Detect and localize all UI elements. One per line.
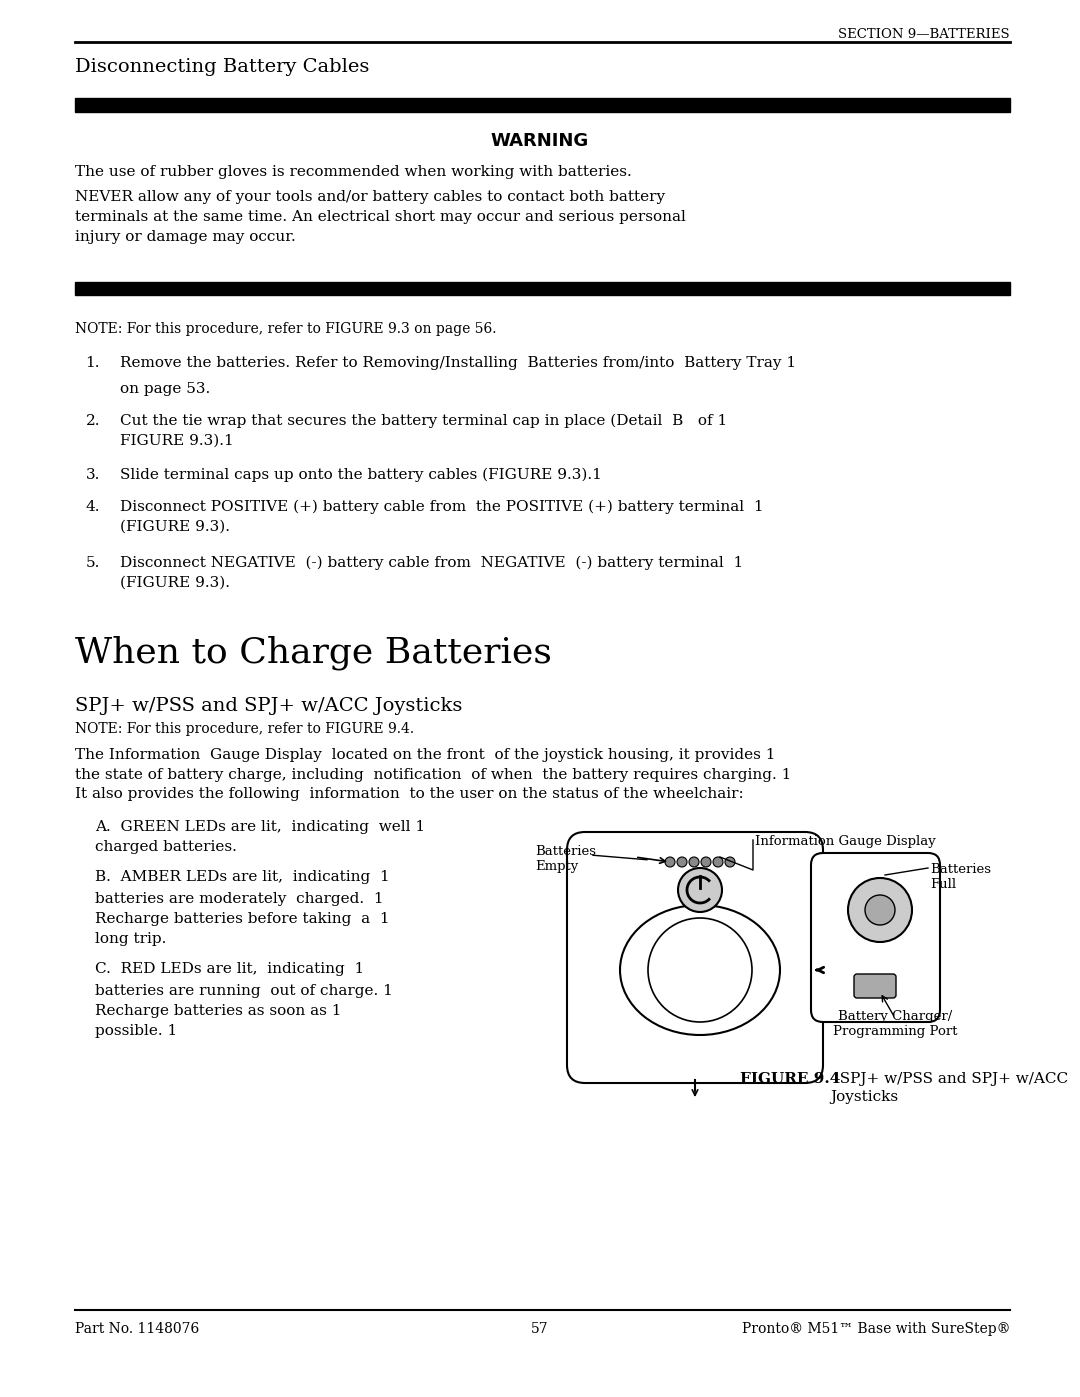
- Text: SPJ+ w/PSS and SPJ+ w/ACC Joysticks: SPJ+ w/PSS and SPJ+ w/ACC Joysticks: [75, 697, 462, 715]
- Text: long trip.: long trip.: [95, 932, 166, 946]
- Text: Information Gauge Display: Information Gauge Display: [755, 835, 935, 848]
- Text: batteries are running  out of charge. 1: batteries are running out of charge. 1: [95, 983, 393, 997]
- Text: Batteries
Full: Batteries Full: [930, 863, 991, 891]
- Text: The use of rubber gloves is recommended when working with batteries.: The use of rubber gloves is recommended …: [75, 165, 632, 179]
- Bar: [75, 98, 1010, 112]
- Text: Disconnecting Battery Cables: Disconnecting Battery Cables: [75, 59, 369, 75]
- Text: Batteries
Empty: Batteries Empty: [535, 845, 596, 873]
- Text: NEVER allow any of your tools and/or battery cables to contact both battery
term: NEVER allow any of your tools and/or bat…: [75, 190, 686, 244]
- Text: Recharge batteries as soon as 1: Recharge batteries as soon as 1: [95, 1004, 341, 1018]
- Text: C.  RED LEDs are lit,  indicating  1: C. RED LEDs are lit, indicating 1: [95, 963, 364, 977]
- Text: Part No. 1148076: Part No. 1148076: [75, 1322, 199, 1336]
- Text: 4.: 4.: [85, 500, 100, 514]
- Text: 2.: 2.: [85, 414, 100, 427]
- Circle shape: [713, 856, 723, 868]
- Text: 1.: 1.: [85, 356, 100, 370]
- Circle shape: [689, 856, 699, 868]
- Text: Recharge batteries before taking  a  1: Recharge batteries before taking a 1: [95, 912, 390, 926]
- Text: Pronto® M51™ Base with SureStep®: Pronto® M51™ Base with SureStep®: [742, 1322, 1010, 1336]
- Text: batteries are moderately  charged.  1: batteries are moderately charged. 1: [95, 893, 383, 907]
- Text: Battery Charger/
Programming Port: Battery Charger/ Programming Port: [833, 1010, 957, 1038]
- Circle shape: [678, 868, 723, 912]
- FancyBboxPatch shape: [567, 833, 823, 1083]
- Text: When to Charge Batteries: When to Charge Batteries: [75, 636, 552, 669]
- Text: B.  AMBER LEDs are lit,  indicating  1: B. AMBER LEDs are lit, indicating 1: [95, 870, 390, 884]
- Text: 57: 57: [531, 1322, 549, 1336]
- Text: SECTION 9—BATTERIES: SECTION 9—BATTERIES: [838, 28, 1010, 41]
- Text: SPJ+ w/PSS and SPJ+ w/ACC
Joysticks: SPJ+ w/PSS and SPJ+ w/ACC Joysticks: [831, 1071, 1068, 1105]
- Circle shape: [648, 918, 752, 1023]
- Circle shape: [677, 856, 687, 868]
- Bar: [75, 282, 1010, 295]
- Text: Remove the batteries. Refer to Removing/Installing  Batteries from/into  Battery: Remove the batteries. Refer to Removing/…: [120, 356, 796, 370]
- FancyBboxPatch shape: [854, 974, 896, 997]
- Text: 5.: 5.: [85, 556, 100, 570]
- Text: Cut the tie wrap that secures the battery terminal cap in place (Detail  B   of : Cut the tie wrap that secures the batter…: [120, 414, 727, 448]
- Circle shape: [848, 877, 912, 942]
- Text: on page 53.: on page 53.: [120, 381, 211, 395]
- Circle shape: [701, 856, 711, 868]
- Text: The Information  Gauge Display  located on the front  of the joystick housing, i: The Information Gauge Display located on…: [75, 747, 792, 800]
- Text: 3.: 3.: [85, 468, 100, 482]
- Ellipse shape: [620, 905, 780, 1035]
- Circle shape: [865, 895, 895, 925]
- Text: WARNING: WARNING: [491, 131, 589, 149]
- Text: possible. 1: possible. 1: [95, 1024, 177, 1038]
- FancyBboxPatch shape: [811, 854, 940, 1023]
- Text: charged batteries.: charged batteries.: [95, 840, 237, 854]
- Text: NOTE: For this procedure, refer to FIGURE 9.3 on page 56.: NOTE: For this procedure, refer to FIGUR…: [75, 321, 497, 337]
- Text: Disconnect NEGATIVE  (-) battery cable from  NEGATIVE  (-) battery terminal  1
(: Disconnect NEGATIVE (-) battery cable fr…: [120, 556, 743, 590]
- Circle shape: [725, 856, 735, 868]
- Text: Disconnect POSITIVE (+) battery cable from  the POSITIVE (+) battery terminal  1: Disconnect POSITIVE (+) battery cable fr…: [120, 500, 764, 534]
- Circle shape: [665, 856, 675, 868]
- Text: A.  GREEN LEDs are lit,  indicating  well 1: A. GREEN LEDs are lit, indicating well 1: [95, 820, 426, 834]
- Text: NOTE: For this procedure, refer to FIGURE 9.4.: NOTE: For this procedure, refer to FIGUR…: [75, 722, 414, 736]
- Text: Slide terminal caps up onto the battery cables (FIGURE 9.3).1: Slide terminal caps up onto the battery …: [120, 468, 602, 482]
- Text: FIGURE 9.4: FIGURE 9.4: [740, 1071, 840, 1085]
